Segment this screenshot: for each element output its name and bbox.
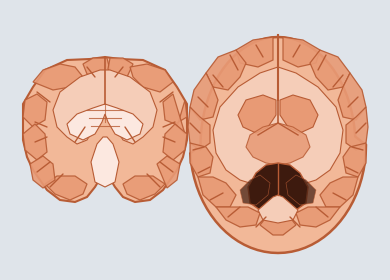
Polygon shape [33, 64, 83, 90]
Polygon shape [190, 143, 213, 177]
Polygon shape [246, 123, 310, 165]
Polygon shape [346, 107, 368, 150]
Polygon shape [338, 73, 366, 120]
Polygon shape [248, 163, 308, 213]
Polygon shape [216, 207, 260, 227]
Polygon shape [123, 176, 165, 200]
Polygon shape [310, 50, 350, 90]
Polygon shape [163, 124, 187, 160]
Polygon shape [175, 100, 187, 127]
Polygon shape [238, 95, 276, 133]
Polygon shape [283, 37, 320, 67]
Polygon shape [45, 176, 87, 200]
Polygon shape [240, 175, 270, 205]
Polygon shape [280, 95, 318, 133]
Polygon shape [30, 156, 55, 188]
Polygon shape [198, 177, 236, 207]
Polygon shape [23, 57, 187, 202]
Polygon shape [163, 94, 185, 134]
Polygon shape [190, 73, 218, 120]
Polygon shape [53, 70, 157, 144]
Polygon shape [188, 107, 210, 150]
Polygon shape [296, 207, 340, 227]
Polygon shape [320, 177, 358, 207]
Polygon shape [213, 67, 343, 187]
Polygon shape [190, 37, 366, 253]
Polygon shape [23, 124, 47, 160]
Polygon shape [286, 175, 316, 205]
Polygon shape [260, 213, 296, 235]
Polygon shape [236, 37, 273, 67]
Polygon shape [206, 50, 246, 90]
Polygon shape [67, 104, 143, 140]
Polygon shape [23, 94, 47, 127]
Polygon shape [91, 137, 119, 187]
Polygon shape [343, 143, 366, 177]
Polygon shape [83, 58, 110, 77]
Polygon shape [258, 195, 298, 223]
Polygon shape [130, 64, 173, 92]
Polygon shape [157, 156, 180, 188]
Polygon shape [108, 58, 133, 77]
